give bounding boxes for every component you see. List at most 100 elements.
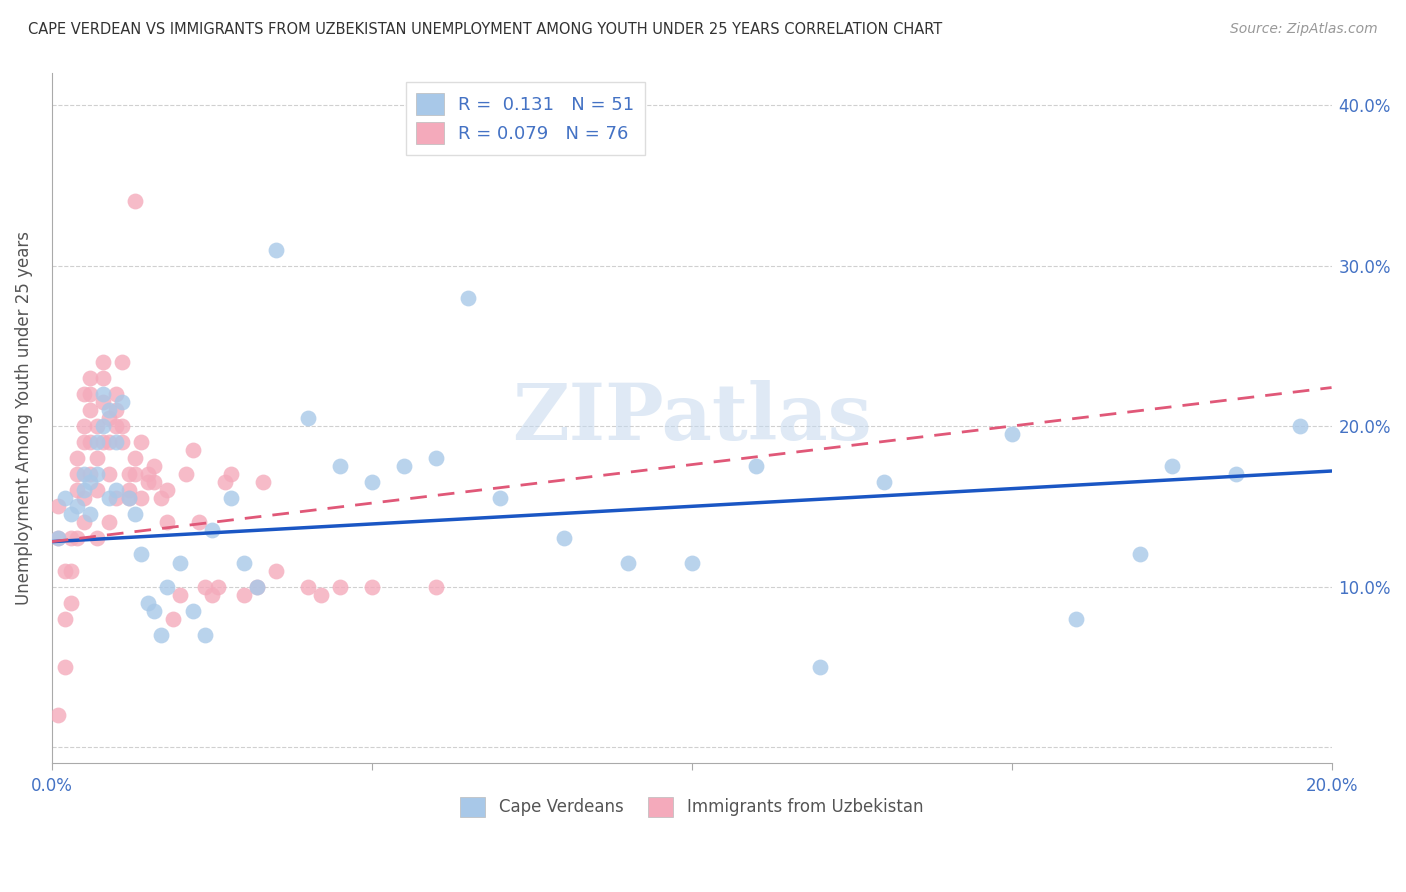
Point	[73, 435, 96, 450]
Point	[1288, 419, 1310, 434]
Point	[245, 580, 267, 594]
Point	[53, 612, 76, 626]
Point	[66, 532, 89, 546]
Point	[91, 355, 114, 369]
Point	[111, 355, 134, 369]
Point	[104, 419, 127, 434]
Point	[194, 628, 217, 642]
Point	[86, 419, 108, 434]
Point	[425, 580, 447, 594]
Point	[117, 491, 139, 506]
Point	[46, 532, 69, 546]
Point	[98, 435, 121, 450]
Point	[104, 491, 127, 506]
Point	[131, 491, 153, 506]
Point	[252, 475, 274, 490]
Point	[156, 516, 179, 530]
Point	[79, 467, 101, 482]
Point	[131, 548, 153, 562]
Point	[143, 604, 166, 618]
Point	[124, 467, 146, 482]
Point	[73, 419, 96, 434]
Point	[104, 435, 127, 450]
Point	[232, 556, 254, 570]
Point	[214, 475, 236, 490]
Point	[245, 580, 267, 594]
Point	[187, 516, 209, 530]
Point	[156, 483, 179, 498]
Point	[98, 403, 121, 417]
Point	[91, 387, 114, 401]
Point	[169, 588, 191, 602]
Point	[309, 588, 332, 602]
Point	[136, 467, 159, 482]
Point	[98, 516, 121, 530]
Point	[111, 395, 134, 409]
Point	[59, 596, 82, 610]
Point	[329, 459, 352, 474]
Point	[744, 459, 766, 474]
Point	[86, 483, 108, 498]
Point	[264, 243, 287, 257]
Point	[488, 491, 510, 506]
Point	[73, 491, 96, 506]
Point	[46, 708, 69, 723]
Legend: Cape Verdeans, Immigrants from Uzbekistan: Cape Verdeans, Immigrants from Uzbekista…	[454, 790, 929, 824]
Point	[98, 491, 121, 506]
Point	[59, 564, 82, 578]
Point	[79, 435, 101, 450]
Point	[73, 516, 96, 530]
Point	[66, 451, 89, 466]
Point	[98, 411, 121, 425]
Point	[59, 508, 82, 522]
Point	[425, 451, 447, 466]
Point	[124, 194, 146, 209]
Point	[111, 435, 134, 450]
Point	[219, 491, 242, 506]
Point	[104, 387, 127, 401]
Point	[79, 371, 101, 385]
Point	[79, 475, 101, 490]
Point	[73, 467, 96, 482]
Point	[111, 419, 134, 434]
Point	[91, 395, 114, 409]
Point	[360, 475, 382, 490]
Point	[808, 660, 831, 674]
Point	[104, 483, 127, 498]
Point	[143, 475, 166, 490]
Point	[46, 532, 69, 546]
Point	[91, 419, 114, 434]
Point	[1225, 467, 1247, 482]
Text: ZIPatlas: ZIPatlas	[512, 380, 872, 456]
Text: CAPE VERDEAN VS IMMIGRANTS FROM UZBEKISTAN UNEMPLOYMENT AMONG YOUTH UNDER 25 YEA: CAPE VERDEAN VS IMMIGRANTS FROM UZBEKIST…	[28, 22, 942, 37]
Point	[117, 491, 139, 506]
Point	[98, 467, 121, 482]
Point	[297, 580, 319, 594]
Point	[136, 596, 159, 610]
Point	[264, 564, 287, 578]
Point	[174, 467, 197, 482]
Point	[66, 483, 89, 498]
Point	[86, 467, 108, 482]
Point	[392, 459, 415, 474]
Point	[1000, 427, 1022, 442]
Point	[149, 491, 172, 506]
Point	[53, 564, 76, 578]
Point	[1129, 548, 1152, 562]
Point	[1160, 459, 1182, 474]
Point	[553, 532, 575, 546]
Point	[124, 451, 146, 466]
Point	[143, 459, 166, 474]
Point	[872, 475, 894, 490]
Point	[457, 291, 479, 305]
Point	[297, 411, 319, 425]
Point	[53, 660, 76, 674]
Point	[91, 435, 114, 450]
Point	[136, 475, 159, 490]
Y-axis label: Unemployment Among Youth under 25 years: Unemployment Among Youth under 25 years	[15, 231, 32, 605]
Point	[104, 403, 127, 417]
Point	[207, 580, 229, 594]
Point	[1064, 612, 1087, 626]
Point	[86, 532, 108, 546]
Point	[73, 483, 96, 498]
